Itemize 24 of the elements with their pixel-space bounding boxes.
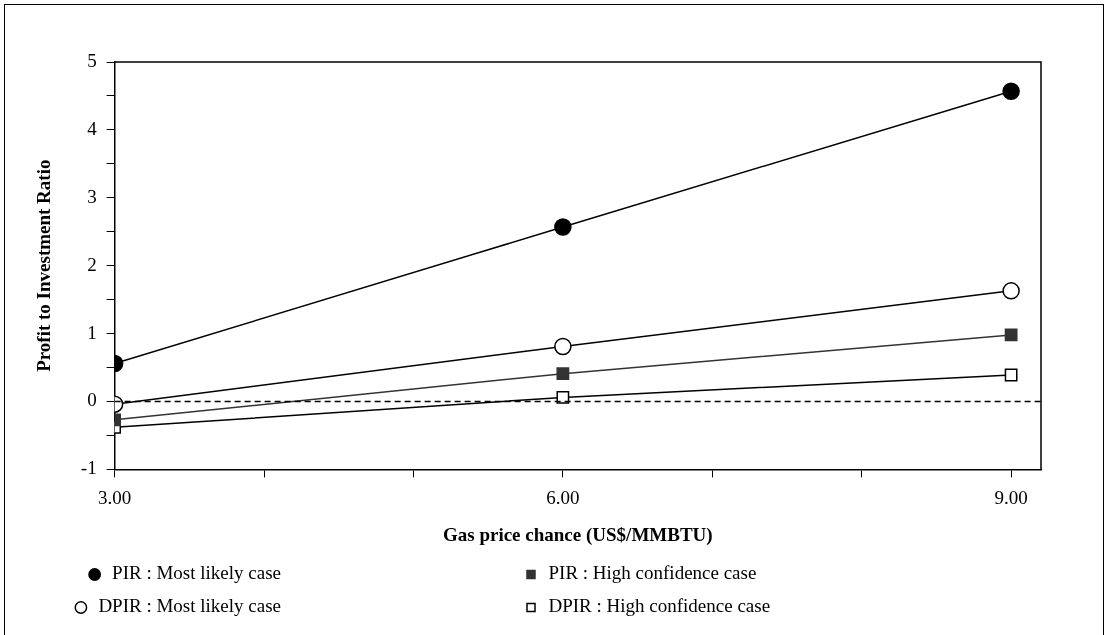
y-tick-label: 1: [87, 321, 97, 343]
legend-label: DPIR : High confidence case: [548, 595, 999, 617]
legend-label: DPIR : Most likely case: [98, 595, 510, 617]
x-tick-label: 9.00: [994, 486, 1028, 508]
x-tick-label: 3.00: [98, 486, 132, 508]
y-tick-label: 4: [87, 117, 98, 139]
y-tick-label: 3: [87, 185, 97, 207]
x-axis-title: Gas price chance (US$/MMBTU): [442, 523, 713, 546]
y-tick-label: 5: [87, 49, 97, 71]
y-tick-label: -1: [80, 457, 97, 479]
legend-label: PIR : High confidence case: [548, 562, 985, 584]
point: [1002, 282, 1020, 300]
point: [556, 391, 570, 404]
y-axis-title: Profit to Investment Ratio: [33, 159, 55, 372]
legend-label: PIR : Most likely case: [112, 562, 510, 584]
y-tick-label: 2: [87, 253, 97, 275]
point: [554, 218, 572, 236]
x-tick-label: 6.00: [546, 486, 580, 508]
point: [556, 367, 570, 381]
y-tick-label: 0: [87, 389, 97, 411]
point: [1004, 328, 1018, 342]
point: [1002, 82, 1020, 100]
point: [1004, 368, 1018, 382]
point: [554, 337, 572, 356]
